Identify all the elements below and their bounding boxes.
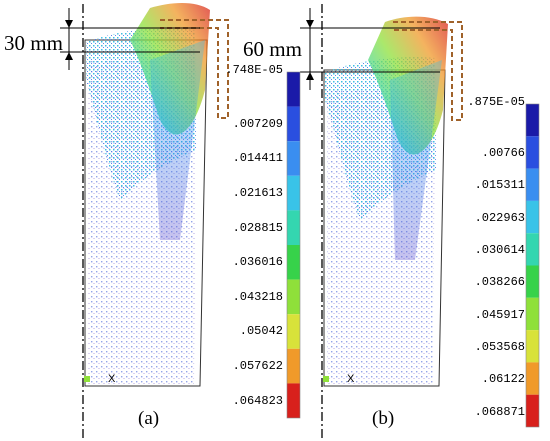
legend-swatch: [287, 106, 300, 142]
legend-swatch: [287, 314, 300, 349]
legend-value: .021613: [232, 185, 283, 200]
legend-swatch: [526, 136, 539, 169]
legend-swatch: [287, 383, 300, 418]
legend-swatch: [526, 104, 539, 137]
legend-swatch: [526, 394, 539, 427]
legend-swatch: [287, 72, 300, 107]
indenter-a: [160, 19, 229, 119]
panel-a: [60, 3, 229, 441]
indenter-b: [393, 21, 463, 121]
legend-swatch: [526, 265, 539, 298]
legend-value: .00766: [481, 146, 525, 161]
legend-value: .022963: [474, 210, 525, 225]
legend-swatch: [526, 233, 539, 266]
legend-value: .057622: [232, 358, 283, 373]
legend-value: .007209: [232, 116, 283, 131]
legend-swatches-b: [525, 103, 540, 428]
legend-swatch: [287, 279, 300, 315]
depth-label-b: 60 mm: [243, 37, 302, 61]
legend-value: .038266: [474, 275, 525, 290]
legend-value: .05042: [239, 324, 283, 339]
legend-swatch: [526, 168, 539, 201]
dim-arrow-up-a: [65, 52, 73, 60]
legend-swatch: [287, 175, 300, 211]
legend-swatch: [287, 348, 300, 384]
flow-band-b: [390, 60, 442, 260]
legend-swatch: [526, 330, 539, 363]
legend-swatch: [526, 200, 539, 234]
caption-b: (b): [372, 408, 395, 429]
legend-value: .043218: [232, 289, 283, 304]
caption-a: (a): [138, 408, 160, 429]
legend-value: .875E-05: [467, 95, 525, 109]
flow-band-a: [150, 40, 205, 240]
legend-swatch: [526, 297, 539, 331]
axis-marker-a: X: [108, 373, 116, 385]
depth-label-a: 30 mm: [4, 31, 63, 55]
legend-value: .014411: [232, 151, 283, 166]
legend-value: .064823: [232, 393, 283, 408]
dim-arrow-down-b: [306, 20, 314, 28]
dim-arrow-down-a: [65, 20, 73, 28]
dim-arrow-up-b: [306, 72, 314, 80]
legend-swatches-a: [286, 71, 301, 419]
legend-value: .036016: [232, 255, 283, 270]
legend-value: .06122: [481, 372, 525, 387]
legend-value: .068871: [474, 404, 525, 419]
legend-value: .030614: [474, 243, 525, 258]
legend-value: .028815: [232, 220, 283, 235]
axis-marker-b: X: [347, 373, 355, 385]
panel-b: [300, 4, 463, 441]
legend-swatch: [287, 141, 300, 176]
legend-swatch: [287, 245, 300, 280]
legend-swatch: [526, 362, 539, 395]
legend-value: .748E-05: [225, 63, 283, 77]
legend-swatch: [287, 210, 300, 245]
legend-value: .045917: [474, 307, 525, 322]
legend-value: .053568: [474, 339, 525, 354]
legend-value: .015311: [474, 178, 525, 193]
seed-marker-a: [84, 376, 90, 382]
seed-marker-b: [323, 376, 329, 382]
